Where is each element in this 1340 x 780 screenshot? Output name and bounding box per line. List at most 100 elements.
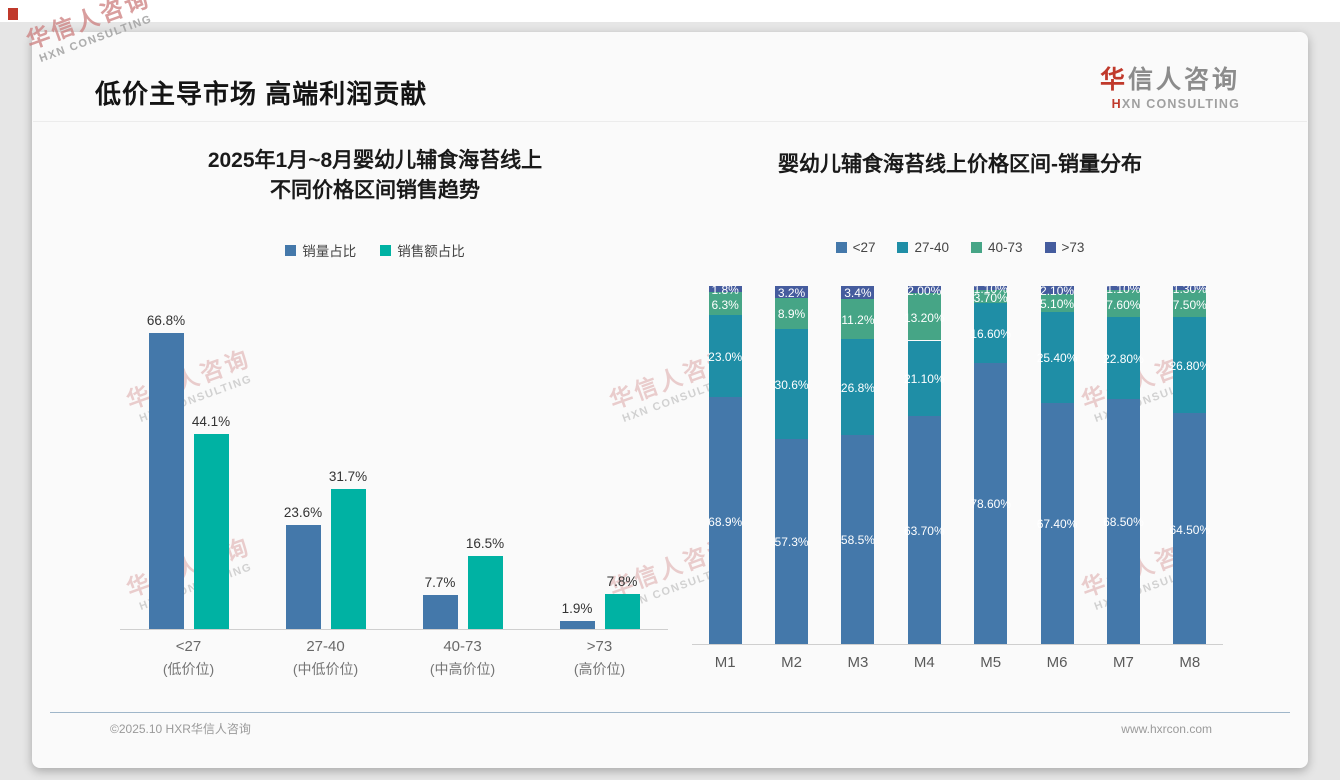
segment->73-M3[interactable] xyxy=(841,286,875,299)
segment->73-M5[interactable] xyxy=(974,286,1008,290)
segment-40-73-M6[interactable] xyxy=(1040,293,1074,312)
bar-销量占比->73[interactable] xyxy=(559,620,595,629)
bar-column: 16.5% xyxy=(465,535,505,629)
bar-销量占比-27-40[interactable] xyxy=(285,524,321,629)
segment-<27-M7[interactable] xyxy=(1106,398,1140,644)
segment-<27-M3[interactable] xyxy=(841,434,875,644)
segment-40-73-M7[interactable] xyxy=(1106,289,1140,318)
segment-27-40-M6[interactable] xyxy=(1040,311,1074,403)
segment-40-73-M1[interactable] xyxy=(708,292,742,315)
x-tick-M8: M8 xyxy=(1179,654,1201,671)
segment-<27-M5[interactable] xyxy=(974,362,1008,644)
bar-column: 66.8% xyxy=(147,313,185,629)
stacked-bar-M2: 57.3% 30.6% 8.9% 3.2% xyxy=(775,286,809,644)
segment-value-label: 64.50% xyxy=(1169,522,1211,537)
bar-value-label: 16.5% xyxy=(465,535,505,551)
x-tick-label: 27-40 xyxy=(306,638,345,655)
bar-column: 31.7% xyxy=(328,468,368,629)
segment->73-M6[interactable] xyxy=(1040,286,1074,294)
right-legend-swatch-icon xyxy=(971,242,982,253)
segment-value-label: 58.5% xyxy=(840,533,875,548)
left-chart-title: 2025年1月~8月婴幼儿辅食海苔线上 不同价格区间销售趋势 xyxy=(100,146,650,207)
segment-<27-M2[interactable] xyxy=(775,438,809,644)
segment-<27-M4[interactable] xyxy=(907,416,941,644)
stacked-bar-M4: 63.70% 21.10% 13.20% 2.00% xyxy=(904,284,945,644)
x-tick-label: <27 xyxy=(175,638,202,655)
stacked-bar-M5: 78.60% 16.60% 3.70% 1.10% xyxy=(970,282,1011,644)
x-tick-sublabel: (高价位) xyxy=(573,660,626,677)
segment->73-M2[interactable] xyxy=(775,286,809,298)
segment-40-73-M8[interactable] xyxy=(1173,290,1207,318)
red-corner-mark-icon xyxy=(8,8,18,20)
left-legend-item-0[interactable]: 销量占比 xyxy=(285,240,356,260)
bar-销售额占比-<27[interactable] xyxy=(193,433,229,629)
x-tick-27-40: 27-40 (中低价位) xyxy=(257,636,394,680)
stacked-bar-M6: 67.40% 25.40% 5.10% 2.10% xyxy=(1037,284,1077,644)
stacked-bar-M7: 68.50% 22.80% 7.60% 1.10% xyxy=(1103,282,1144,644)
bar-销量占比-40-73[interactable] xyxy=(422,594,458,629)
x-tick-<27: <27 (低价位) xyxy=(120,636,257,680)
segment-27-40-M5[interactable] xyxy=(974,303,1008,363)
bar-销量占比-<27[interactable] xyxy=(148,333,184,629)
footer-divider xyxy=(50,712,1290,713)
segment-27-40-M7[interactable] xyxy=(1106,317,1140,399)
segment-40-73-M4[interactable] xyxy=(907,293,941,341)
segment->73-M4[interactable] xyxy=(907,286,941,294)
bar-value-label: 7.8% xyxy=(606,574,638,590)
segment-value-label: 11.2% xyxy=(841,312,875,327)
left-legend-label: 销售额占比 xyxy=(397,244,465,259)
left-legend-label: 销量占比 xyxy=(302,244,357,259)
right-chart-title: 婴幼儿辅食海苔线上价格区间-销量分布 xyxy=(778,153,1142,176)
x-tick-M4: M4 xyxy=(913,654,935,671)
right-legend-item-1[interactable]: 27-40 xyxy=(897,240,949,255)
stacked-bar-M3: 58.5% 26.8% 11.2% 3.4% xyxy=(841,286,875,644)
bar-销售额占比-40-73[interactable] xyxy=(467,555,503,629)
segment-<27-M1[interactable] xyxy=(708,397,742,644)
segment-27-40-M4[interactable] xyxy=(907,340,941,416)
segment-27-40-M2[interactable] xyxy=(775,329,809,439)
segment-value-label: 6.3% xyxy=(711,297,739,312)
segment-value-label: 1.10% xyxy=(1106,282,1141,296)
bar-销售额占比-27-40[interactable] xyxy=(330,488,366,629)
bar-value-label: 44.1% xyxy=(191,413,231,429)
left-legend-swatch-icon xyxy=(380,244,392,256)
segment-value-label: 1.30% xyxy=(1172,282,1207,296)
segment-value-label: 5.10% xyxy=(1040,296,1075,311)
segment-value-label: 3.2% xyxy=(777,285,806,300)
segment-27-40-M1[interactable] xyxy=(708,315,742,398)
right-legend-swatch-icon xyxy=(835,242,847,253)
left-legend-swatch-icon xyxy=(285,244,297,256)
segment-27-40-M3[interactable] xyxy=(841,338,875,435)
bar-group-27-40: 23.6% 31.7% xyxy=(284,468,368,629)
segment-40-73-M5[interactable] xyxy=(974,290,1008,304)
segment->73-M7[interactable] xyxy=(1106,286,1140,290)
right-legend-item-3[interactable]: >73 xyxy=(1044,240,1084,255)
segment-<27-M6[interactable] xyxy=(1040,402,1074,644)
segment-40-73-M2[interactable] xyxy=(775,297,809,330)
right-legend-item-0[interactable]: <27 xyxy=(835,240,875,255)
segment-<27-M8[interactable] xyxy=(1173,413,1207,644)
left-legend-item-1[interactable]: 销售额占比 xyxy=(380,240,465,260)
x-tick-M1: M1 xyxy=(714,654,736,671)
segment->73-M8[interactable] xyxy=(1173,285,1207,291)
right-legend-item-2[interactable]: 40-73 xyxy=(971,240,1023,255)
segment-value-label: 22.80% xyxy=(1103,352,1144,366)
bar-column: 7.7% xyxy=(422,574,458,629)
logo-cn-rest: 信人咨询 xyxy=(1127,66,1240,94)
bar-value-label: 7.7% xyxy=(424,574,456,590)
x-tick-label: >73 xyxy=(586,638,613,655)
segment->73-M1[interactable] xyxy=(708,286,742,293)
logo-cn-text: 华信人咨询 xyxy=(1100,60,1240,96)
logo-en-first: H xyxy=(1111,97,1122,111)
bar-销售额占比->73[interactable] xyxy=(604,594,640,629)
right-legend-swatch-icon xyxy=(1044,242,1056,253)
logo-en-text: HXN CONSULTING xyxy=(1100,97,1240,111)
segment-value-label: 3.70% xyxy=(973,290,1008,305)
segment-27-40-M8[interactable] xyxy=(1173,317,1207,414)
bar-value-label: 31.7% xyxy=(328,468,368,484)
bar-column: 44.1% xyxy=(191,413,231,629)
segment-value-label: 1.10% xyxy=(973,282,1008,296)
segment-value-label: 25.40% xyxy=(1036,351,1078,366)
segment-40-73-M3[interactable] xyxy=(841,298,875,339)
company-logo: 华信人咨询 HXN CONSULTING xyxy=(1100,60,1240,111)
